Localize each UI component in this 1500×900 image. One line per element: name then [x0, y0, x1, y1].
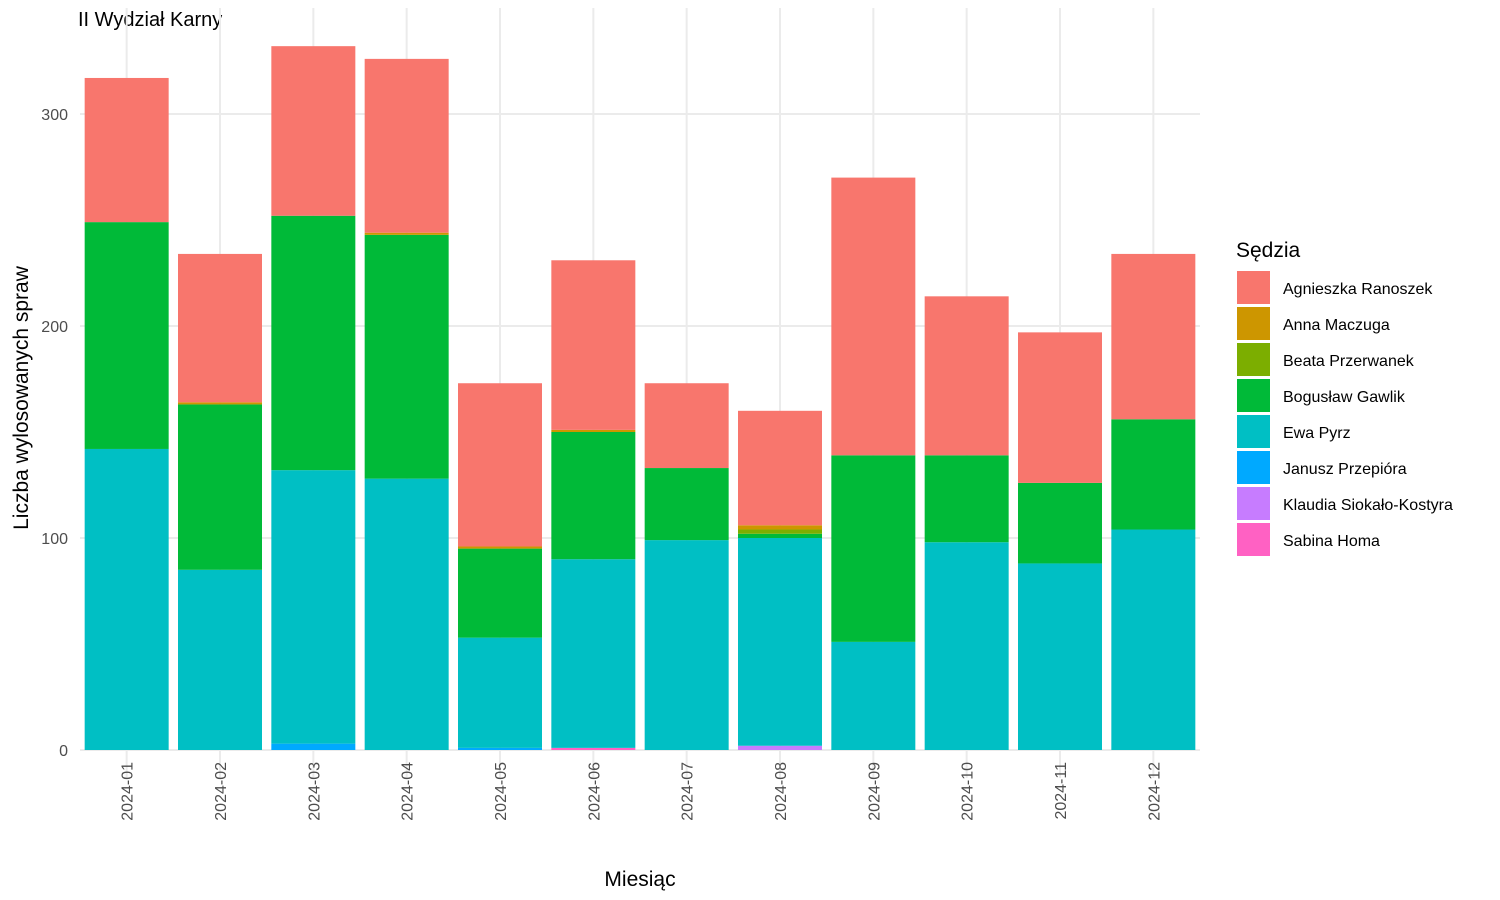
- bar-segment-boguslaw-gawlik: [738, 533, 822, 538]
- bar-segment-agnieszka-ranoszek: [1018, 332, 1102, 483]
- bar-segment-anna-maczuga: [458, 546, 542, 549]
- legend-swatch-klaudia-siokalo-kostyra: [1237, 487, 1270, 520]
- bar-segment-ewa-pyrz: [551, 559, 636, 748]
- legend-swatch-sabina-homa: [1237, 523, 1270, 556]
- bar-segment-boguslaw-gawlik: [831, 455, 916, 642]
- y-axis-ticks: 0 100 200 300: [41, 107, 68, 760]
- legend-label-janusz-przepiora: Janusz Przepióra: [1283, 461, 1407, 478]
- bar-segment-anna-maczuga: [738, 525, 822, 530]
- x-tick-label: 2024-03: [306, 762, 323, 821]
- legend: Sędzia Agnieszka Ranoszek Anna Maczuga Bea…: [1236, 239, 1453, 556]
- x-tick-label: 2024-05: [493, 762, 510, 821]
- bar-segment-janusz-przepiora: [271, 743, 356, 750]
- x-tick-label: 2024-06: [586, 762, 603, 821]
- bar-segment-agnieszka-ranoszek: [644, 383, 729, 469]
- bar-segment-boguslaw-gawlik: [364, 234, 449, 479]
- x-tick-label: 2024-02: [213, 762, 230, 821]
- bar-segment-agnieszka-ranoszek: [924, 296, 1009, 456]
- bar-segment-agnieszka-ranoszek: [831, 177, 916, 456]
- bar-segment-ewa-pyrz: [644, 540, 729, 750]
- bar-segment-janusz-przepiora: [458, 747, 542, 750]
- y-tick-label: 100: [41, 531, 68, 548]
- bar-segment-boguslaw-gawlik: [644, 468, 729, 541]
- bar-segment-boguslaw-gawlik: [1111, 419, 1196, 530]
- legend-swatch-agnieszka-ranoszek: [1237, 271, 1270, 304]
- chart-title: II Wydział Karny: [78, 9, 222, 31]
- legend-label-boguslaw-gawlik: Bogusław Gawlik: [1283, 389, 1406, 406]
- y-tick-label: 300: [41, 107, 68, 124]
- bar-segment-ewa-pyrz: [924, 542, 1009, 750]
- legend-label-anna-maczuga: Anna Maczuga: [1283, 317, 1390, 334]
- bar-segment-ewa-pyrz: [458, 637, 542, 748]
- bar-segment-anna-maczuga: [364, 232, 449, 235]
- bar-segment-ewa-pyrz: [1018, 563, 1102, 750]
- legend-title: Sędzia: [1236, 239, 1301, 262]
- bar-segment-beata-przerwanek: [738, 529, 822, 534]
- y-tick-label: 0: [59, 743, 68, 760]
- legend-swatch-beata-przerwanek: [1237, 343, 1270, 376]
- x-tick-label: 2024-09: [866, 762, 883, 821]
- bar-segment-ewa-pyrz: [1111, 529, 1196, 750]
- x-tick-label: 2024-10: [960, 762, 977, 821]
- bar-segment-sabina-homa: [551, 747, 636, 750]
- x-tick-label: 2024-08: [773, 762, 790, 821]
- x-tick-label: 2024-07: [680, 762, 697, 821]
- legend-swatch-anna-maczuga: [1237, 307, 1270, 340]
- bars: [84, 46, 1196, 750]
- bar-segment-agnieszka-ranoszek: [178, 253, 262, 403]
- bar-segment-boguslaw-gawlik: [924, 455, 1009, 543]
- bar-segment-ewa-pyrz: [178, 569, 262, 750]
- x-tick-label: 2024-04: [400, 762, 417, 821]
- bar-segment-klaudia-siokalo-kostyra: [738, 745, 822, 750]
- bar-segment-agnieszka-ranoszek: [738, 410, 822, 526]
- bar-segment-boguslaw-gawlik: [84, 222, 169, 449]
- bar-segment-ewa-pyrz: [831, 641, 916, 750]
- legend-label-beata-przerwanek: Beata Przerwanek: [1283, 353, 1415, 370]
- bar-segment-ewa-pyrz: [271, 470, 356, 744]
- bar-segment-boguslaw-gawlik: [458, 548, 542, 638]
- legend-label-sabina-homa: Sabina Homa: [1283, 533, 1380, 550]
- legend-swatch-ewa-pyrz: [1237, 415, 1270, 448]
- y-tick-label: 200: [41, 319, 68, 336]
- x-tick-label: 2024-01: [120, 762, 137, 821]
- x-tick-label: 2024-12: [1146, 762, 1163, 821]
- x-axis-title: Miesiąc: [604, 868, 675, 891]
- bar-segment-agnieszka-ranoszek: [364, 58, 449, 233]
- bar-segment-agnieszka-ranoszek: [1111, 253, 1196, 420]
- bar-segment-anna-maczuga: [551, 429, 636, 432]
- bar-segment-agnieszka-ranoszek: [458, 383, 542, 547]
- bar-segment-ewa-pyrz: [84, 448, 169, 750]
- legend-swatch-boguslaw-gawlik: [1237, 379, 1270, 412]
- bar-segment-ewa-pyrz: [738, 538, 822, 746]
- legend-label-agnieszka-ranoszek: Agnieszka Ranoszek: [1283, 281, 1433, 298]
- bar-segment-ewa-pyrz: [364, 478, 449, 750]
- bar-segment-boguslaw-gawlik: [271, 215, 356, 471]
- legend-swatch-janusz-przepiora: [1237, 451, 1270, 484]
- bar-segment-agnieszka-ranoszek: [271, 46, 356, 216]
- bar-segment-boguslaw-gawlik: [178, 404, 262, 570]
- bar-segment-boguslaw-gawlik: [551, 432, 636, 560]
- bar-segment-anna-maczuga: [178, 402, 262, 405]
- x-tick-label: 2024-11: [1053, 762, 1070, 820]
- legend-label-ewa-pyrz: Ewa Pyrz: [1283, 425, 1351, 442]
- bar-segment-agnieszka-ranoszek: [84, 77, 169, 223]
- bar-segment-agnieszka-ranoszek: [551, 260, 636, 430]
- y-axis-title: Liczba wylosowanych spraw: [10, 265, 33, 530]
- x-axis-ticks: 2024-01 2024-02 2024-03 2024-04 2024-05 2024-…: [120, 762, 1164, 821]
- legend-label-klaudia-siokalo-kostyra: Klaudia Siokało-Kostyra: [1283, 497, 1453, 514]
- bar-segment-boguslaw-gawlik: [1018, 482, 1102, 564]
